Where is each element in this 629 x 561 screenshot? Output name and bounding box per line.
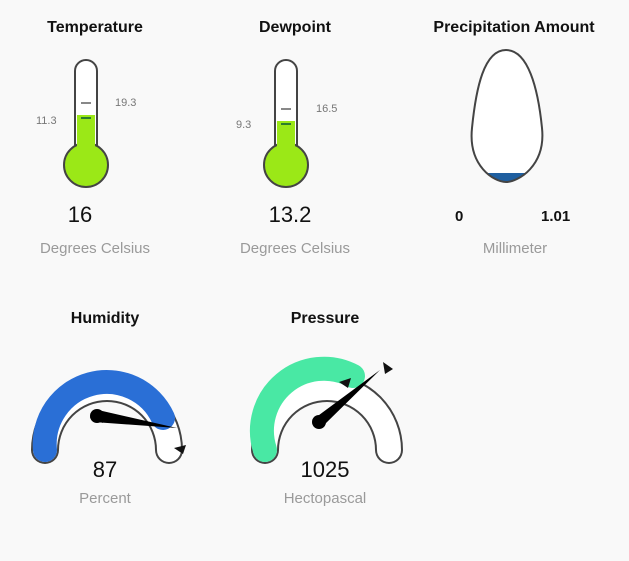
temperature-max-label: 19.3: [115, 97, 137, 109]
dewpoint-min-label: 9.3: [236, 119, 252, 131]
precipitation-title: Precipitation Amount: [433, 19, 595, 36]
humidity-gauge: [31, 369, 186, 464]
dewpoint-title: Dewpoint: [259, 19, 331, 36]
dewpoint-thermometer-icon: [263, 59, 309, 188]
precipitation-max-label: 1.01: [541, 208, 571, 225]
precipitation-unit: Millimeter: [482, 240, 548, 257]
pressure-gauge: [249, 356, 403, 464]
pressure-unit: Hectopascal: [283, 490, 367, 507]
dewpoint-unit: Degrees Celsius: [239, 240, 351, 257]
dewpoint-value: 13.2: [268, 202, 312, 227]
temperature-value: 16: [67, 202, 93, 227]
precipitation-drop-icon: [470, 48, 544, 184]
pressure-title: Pressure: [290, 310, 360, 327]
pressure-value: 1025: [300, 457, 350, 482]
dewpoint-max-label: 16.5: [316, 103, 338, 115]
temperature-title: Temperature: [47, 19, 143, 36]
precipitation-min-label: 0: [455, 208, 464, 225]
temperature-thermometer-icon: [63, 59, 109, 188]
humidity-title: Humidity: [70, 310, 140, 327]
humidity-value: 87: [92, 457, 118, 482]
temperature-unit: Degrees Celsius: [39, 240, 151, 257]
temperature-min-label: 11.3: [36, 115, 57, 127]
humidity-unit: Percent: [79, 490, 131, 507]
